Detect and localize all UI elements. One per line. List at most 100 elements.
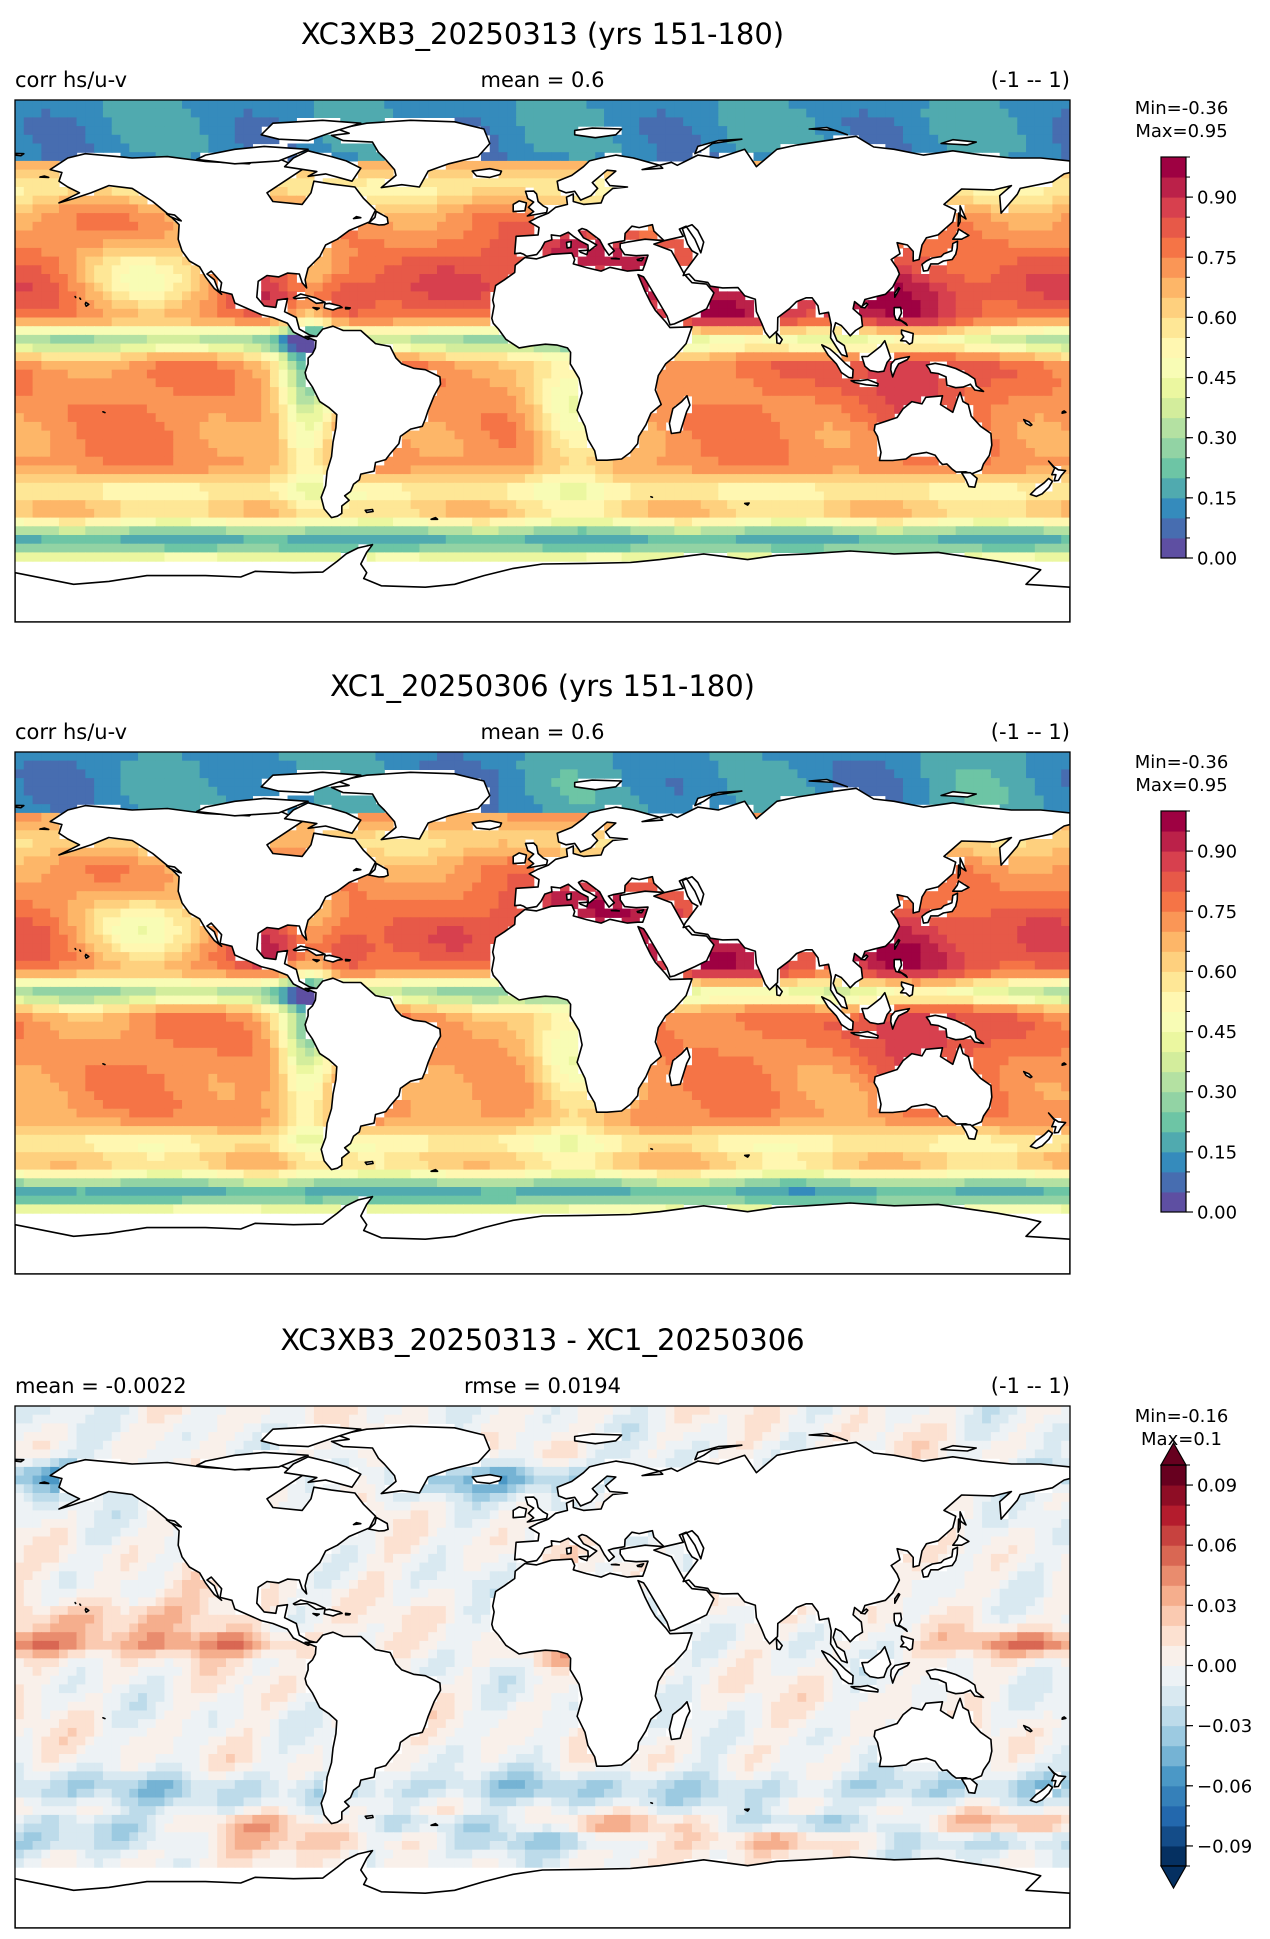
colorbar-level bbox=[1161, 317, 1186, 338]
colorbar-level bbox=[1161, 1605, 1186, 1626]
colorbar-min-stat: Min=-0.36 bbox=[1135, 752, 1229, 773]
colorbar-tick-label: 0.90 bbox=[1197, 188, 1237, 209]
colorbar-level bbox=[1161, 1585, 1186, 1606]
colorbar-level bbox=[1161, 1485, 1186, 1506]
colorbar: 0.00 0.15 0.30 0.45 0.60 0.75 0.90 bbox=[1160, 156, 1237, 570]
colorbar-level bbox=[1161, 1545, 1186, 1566]
colorbar-level bbox=[1161, 811, 1186, 832]
map-field bbox=[15, 1406, 1070, 1868]
colorbar-tick-label: −0.03 bbox=[1197, 1716, 1252, 1737]
colorbar-tick-label: −0.06 bbox=[1197, 1776, 1252, 1797]
colorbar-tick-label: 0.60 bbox=[1197, 962, 1237, 983]
colorbar-level bbox=[1161, 1725, 1186, 1747]
panel-center-label: mean = 0.6 bbox=[481, 68, 605, 92]
colorbar-tick-label: 0.15 bbox=[1197, 1142, 1237, 1163]
colorbar-level bbox=[1161, 1151, 1186, 1173]
colorbar-max-stat: Max=0.95 bbox=[1135, 775, 1227, 796]
colorbar-tick-label: 0.03 bbox=[1197, 1596, 1237, 1617]
colorbar-level bbox=[1161, 851, 1186, 872]
colorbar-level bbox=[1161, 157, 1186, 178]
colorbar-tick-label: 0.00 bbox=[1197, 549, 1237, 570]
map-frame bbox=[14, 99, 1071, 623]
colorbar-tick-label: 0.75 bbox=[1197, 902, 1237, 923]
colorbar-level bbox=[1161, 1565, 1186, 1586]
colorbar-level bbox=[1161, 971, 1186, 992]
colorbar-level bbox=[1161, 357, 1186, 379]
colorbar-level bbox=[1161, 377, 1186, 399]
colorbar-level bbox=[1161, 1091, 1186, 1113]
coastlines bbox=[15, 119, 1070, 622]
colorbar-extend-min bbox=[1159, 1865, 1188, 1890]
colorbar-level bbox=[1161, 1051, 1186, 1073]
colorbar-tick-label: 0.06 bbox=[1197, 1536, 1237, 1557]
coastlines bbox=[15, 771, 1070, 1274]
colorbar-tick-label: −0.09 bbox=[1197, 1836, 1252, 1857]
colorbar-tick-label: 0.09 bbox=[1197, 1476, 1237, 1497]
map-field bbox=[15, 752, 1070, 1214]
panel-left-label: corr hs/u-v bbox=[15, 68, 127, 92]
colorbar-level bbox=[1161, 257, 1186, 278]
colorbar-level bbox=[1161, 1805, 1186, 1827]
colorbar-level bbox=[1161, 477, 1186, 499]
colorbar-level bbox=[1161, 1645, 1186, 1666]
colorbar-tick-label: 0.15 bbox=[1197, 488, 1237, 509]
colorbar-level bbox=[1161, 297, 1186, 318]
colorbar-max-stat: Max=0.95 bbox=[1135, 121, 1227, 142]
colorbar-tick-label: 0.90 bbox=[1197, 842, 1237, 863]
colorbar-level bbox=[1161, 397, 1186, 419]
colorbar-level bbox=[1161, 177, 1186, 198]
colorbar-level bbox=[1161, 1505, 1186, 1526]
colorbar: 0.00 0.15 0.30 0.45 0.60 0.75 0.90 bbox=[1160, 810, 1237, 1224]
colorbar-level bbox=[1161, 831, 1186, 852]
colorbar-level bbox=[1161, 1191, 1186, 1213]
colorbar-level bbox=[1161, 1845, 1186, 1867]
colorbar-min-stat: Min=-0.36 bbox=[1135, 98, 1229, 119]
panel-right-label: (-1 -- 1) bbox=[991, 1374, 1070, 1398]
panel-center-label: mean = 0.6 bbox=[481, 720, 605, 744]
colorbar-level bbox=[1161, 1031, 1186, 1053]
colorbar: 0.09 0.06 0.03 0.00 −0.03 −0.06 −0.09 bbox=[1159, 1441, 1252, 1890]
colorbar-level bbox=[1161, 871, 1186, 892]
colorbar-level bbox=[1161, 1465, 1186, 1486]
panel-title: XC1_20250306 (yrs 151-180) bbox=[330, 669, 755, 703]
colorbar-level bbox=[1161, 1665, 1186, 1687]
map-field bbox=[15, 100, 1070, 562]
colorbar-tick-label: 0.45 bbox=[1197, 368, 1237, 389]
colorbar-level bbox=[1161, 1685, 1186, 1707]
colorbar-level bbox=[1161, 1131, 1186, 1153]
colorbar-level bbox=[1161, 337, 1186, 358]
panel-right-label: (-1 -- 1) bbox=[991, 68, 1070, 92]
colorbar-level bbox=[1161, 1071, 1186, 1093]
panel-left-label: corr hs/u-v bbox=[15, 720, 127, 744]
colorbar-level bbox=[1161, 1525, 1186, 1546]
colorbar-tick-label: 0.75 bbox=[1197, 248, 1237, 269]
colorbar-extend-max bbox=[1159, 1441, 1188, 1466]
colorbar-tick-label: 0.00 bbox=[1197, 1656, 1237, 1677]
colorbar-level bbox=[1161, 951, 1186, 972]
colorbar-tick-label: 0.00 bbox=[1197, 1203, 1237, 1224]
colorbar-level bbox=[1161, 237, 1186, 258]
colorbar-level bbox=[1161, 931, 1186, 952]
panel-right-label: (-1 -- 1) bbox=[991, 720, 1070, 744]
panel-center-label: rmse = 0.0194 bbox=[464, 1374, 621, 1398]
panel-title: XC3XB3_20250313 - XC1_20250306 bbox=[280, 1323, 804, 1357]
colorbar-level bbox=[1161, 1785, 1186, 1807]
panel-left-label: mean = -0.0022 bbox=[15, 1374, 187, 1398]
colorbar-min-stat: Min=-0.16 bbox=[1135, 1406, 1229, 1427]
colorbar-level bbox=[1161, 1745, 1186, 1767]
colorbar-tick-label: 0.45 bbox=[1197, 1022, 1237, 1043]
map-frame bbox=[14, 1405, 1071, 1929]
colorbar-level bbox=[1161, 911, 1186, 932]
colorbar-tick-label: 0.30 bbox=[1197, 428, 1237, 449]
colorbar-level bbox=[1161, 1705, 1186, 1727]
colorbar-max-stat: Max=0.1 bbox=[1141, 1429, 1222, 1450]
colorbar-level bbox=[1161, 437, 1186, 459]
colorbar-level bbox=[1161, 991, 1186, 1012]
colorbar-level bbox=[1161, 1171, 1186, 1193]
colorbar-level bbox=[1161, 1825, 1186, 1847]
colorbar-level bbox=[1161, 1111, 1186, 1133]
colorbar-level bbox=[1161, 1625, 1186, 1646]
colorbar-level bbox=[1161, 891, 1186, 912]
map-frame bbox=[14, 751, 1071, 1275]
